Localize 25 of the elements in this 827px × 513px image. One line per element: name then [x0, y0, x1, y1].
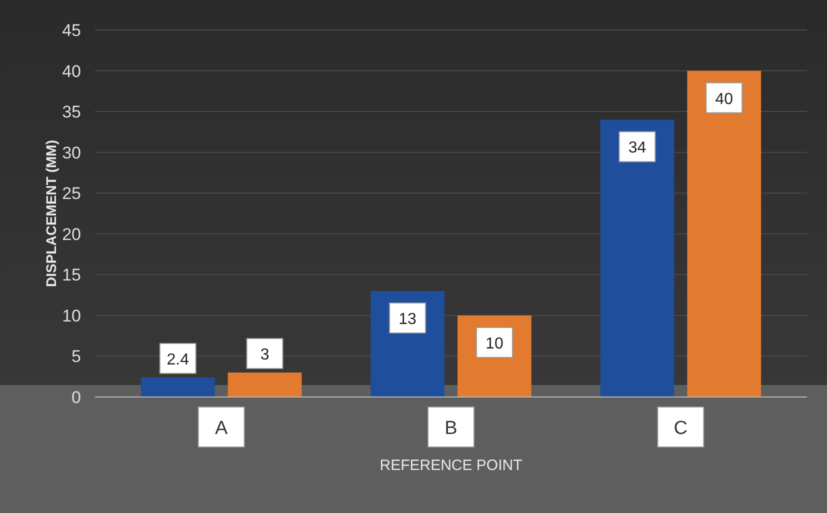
- y-tick-label: 20: [62, 224, 81, 244]
- x-tick-label: A: [214, 418, 228, 439]
- y-tick-label: 15: [62, 266, 81, 285]
- y-tick-label: 0: [72, 388, 81, 407]
- bar: [140, 377, 215, 397]
- bar: [687, 70, 762, 397]
- y-axis-title: DISPLACEMENT (MM): [43, 140, 59, 287]
- y-tick-label: 45: [62, 21, 81, 40]
- data-label: 3: [260, 346, 270, 364]
- x-tick-label: B: [444, 418, 458, 439]
- y-tick-label: 40: [62, 62, 81, 81]
- data-label: 34: [628, 140, 646, 157]
- y-tick-label: 30: [62, 143, 81, 162]
- y-tick-label: 35: [62, 102, 81, 122]
- data-label: 10: [486, 335, 504, 352]
- data-label: 13: [398, 310, 417, 328]
- y-tick-label: 10: [62, 306, 81, 326]
- y-tick-label: 25: [62, 184, 81, 204]
- bar: [228, 372, 302, 397]
- x-axis-title: REFERENCE POINT: [380, 457, 522, 474]
- data-label: 40: [715, 90, 734, 108]
- bar: [600, 120, 674, 397]
- x-tick-label: C: [674, 418, 688, 439]
- y-tick-label: 5: [72, 347, 81, 366]
- data-label: 2.4: [166, 351, 190, 368]
